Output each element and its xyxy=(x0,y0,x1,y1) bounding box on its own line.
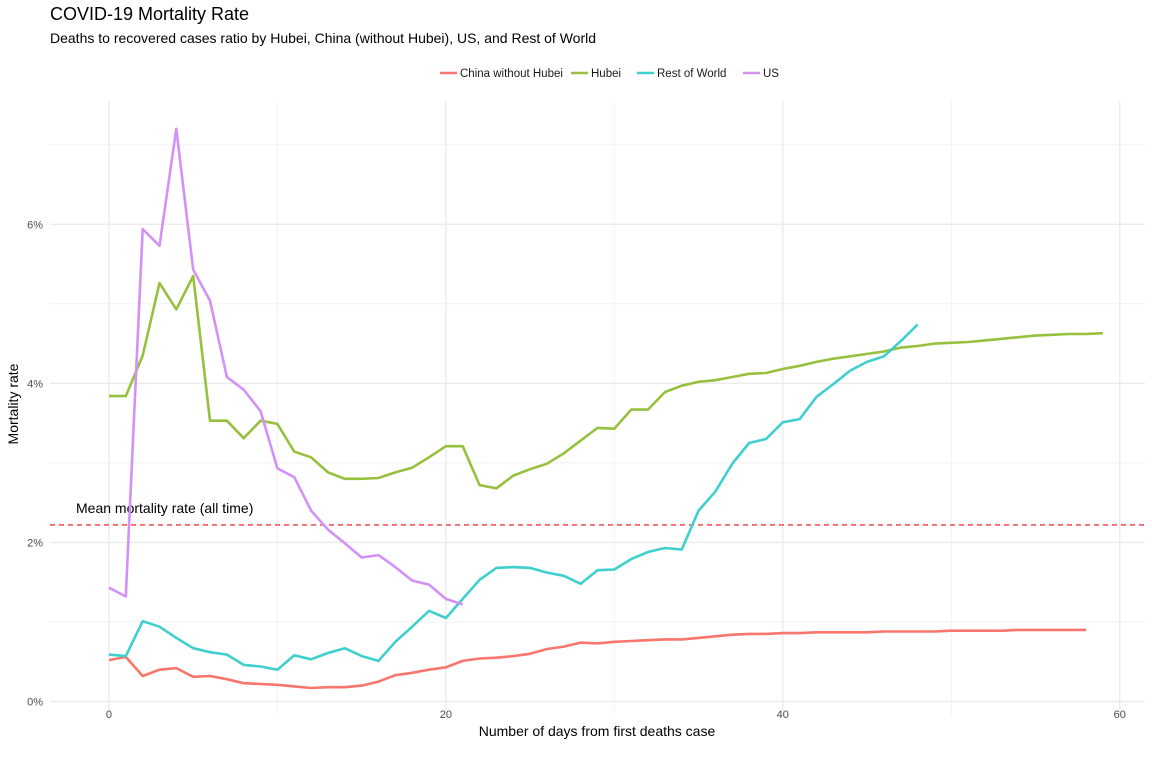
y-tick-label: 0% xyxy=(27,696,43,708)
chart-title: COVID-19 Mortality Rate xyxy=(50,4,250,24)
x-axis-title: Number of days from first deaths case xyxy=(479,723,716,739)
y-axis-title: Mortality rate xyxy=(5,363,21,444)
series-line-rest-of-world xyxy=(108,323,919,672)
chart-subtitle: Deaths to recovered cases ratio by Hubei… xyxy=(50,30,596,46)
series-lines xyxy=(108,127,1103,690)
legend-label-china-without-hubei: China without Hubei xyxy=(460,68,563,80)
mean-line-label: Mean mortality rate (all time) xyxy=(76,500,253,516)
x-tick-label: 60 xyxy=(1114,709,1126,721)
y-tick-label: 6% xyxy=(27,219,43,231)
x-axis-ticks: 0 20 40 60 xyxy=(106,709,1126,721)
major-gridlines xyxy=(50,101,1145,715)
legend-label-us: US xyxy=(763,68,779,80)
y-tick-label: 2% xyxy=(27,537,43,549)
series-line-hubei xyxy=(109,274,1103,490)
legend-label-hubei: Hubei xyxy=(591,68,621,80)
x-tick-label: 20 xyxy=(440,709,452,721)
series-line-china-without-hubei xyxy=(108,628,1086,690)
mean-line-group: Mean mortality rate (all time) xyxy=(50,500,1145,526)
series-line-us xyxy=(108,127,464,606)
minor-gridlines xyxy=(50,101,1145,715)
legend: China without Hubei Hubei Rest of World US xyxy=(440,68,779,80)
legend-label-rest-of-world: Rest of World xyxy=(657,68,726,80)
x-tick-label: 0 xyxy=(106,709,112,721)
y-tick-label: 4% xyxy=(27,378,43,390)
y-axis-ticks: 0% 2% 4% 6% xyxy=(27,219,43,708)
x-tick-label: 40 xyxy=(777,709,789,721)
